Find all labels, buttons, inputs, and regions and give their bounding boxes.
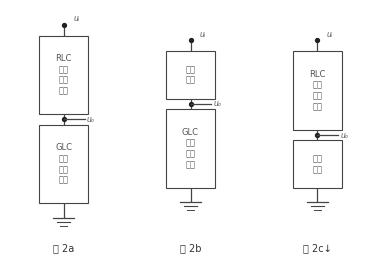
Text: uₒ: uₒ bbox=[340, 131, 348, 140]
Text: GLC
并联
谐振
电路: GLC 并联 谐振 电路 bbox=[182, 128, 199, 169]
Bar bbox=[166, 51, 215, 99]
Bar bbox=[39, 125, 88, 203]
Bar bbox=[293, 140, 342, 188]
Text: 图 2c↓: 图 2c↓ bbox=[303, 244, 332, 254]
Text: uₒ: uₒ bbox=[213, 99, 221, 108]
Text: 图 2b: 图 2b bbox=[180, 244, 201, 254]
Text: 电阴
电路: 电阴 电路 bbox=[186, 65, 195, 85]
Text: uᵢ: uᵢ bbox=[327, 30, 333, 39]
Text: uᵢ: uᵢ bbox=[73, 14, 79, 23]
Bar bbox=[39, 36, 88, 114]
Bar bbox=[166, 109, 215, 188]
Text: GLC
并联
谐振
电路: GLC 并联 谐振 电路 bbox=[55, 143, 72, 185]
Text: RLC
串联
谐振
电路: RLC 串联 谐振 电路 bbox=[309, 70, 325, 111]
Text: 电阴
电路: 电阴 电路 bbox=[312, 154, 322, 174]
Text: RLC
串联
谐振
电路: RLC 串联 谐振 电路 bbox=[56, 54, 72, 96]
Text: uᵢ: uᵢ bbox=[200, 30, 206, 39]
Text: uₒ: uₒ bbox=[86, 115, 94, 124]
Text: 图 2a: 图 2a bbox=[53, 244, 74, 254]
Bar bbox=[293, 51, 342, 130]
